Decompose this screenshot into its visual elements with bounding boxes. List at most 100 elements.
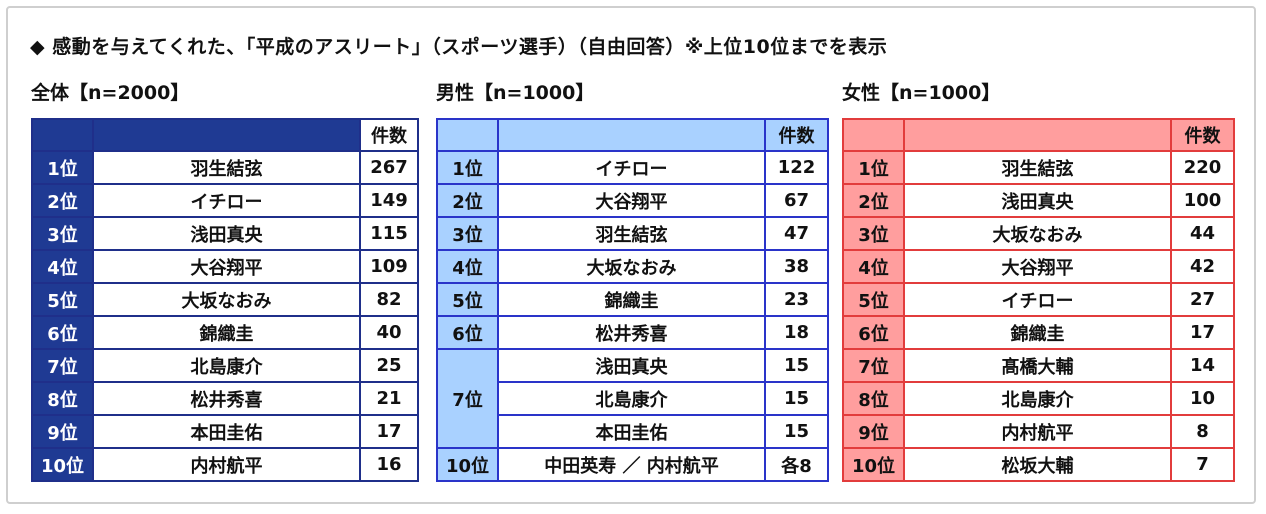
count-cell: 7 bbox=[1170, 447, 1235, 482]
count-cell: 15 bbox=[764, 381, 829, 416]
athlete-name-cell: 錦織圭 bbox=[497, 282, 766, 317]
table-row: 6位 松井秀喜 18 bbox=[436, 315, 829, 350]
rank-cell: 7位 bbox=[436, 348, 499, 449]
rank-cell: 6位 bbox=[842, 315, 905, 350]
table-row: 10位 内村航平 16 bbox=[31, 447, 419, 482]
rank-cell: 10位 bbox=[842, 447, 905, 482]
table-row: 7位 浅田真央 15 bbox=[436, 348, 829, 449]
table-row: 7位 髙橋大輔 14 bbox=[842, 348, 1235, 383]
rank-cell: 2位 bbox=[436, 183, 499, 218]
table-row: 3位 羽生結弦 47 bbox=[436, 216, 829, 251]
athlete-name-cell: 松坂大輔 bbox=[903, 447, 1172, 482]
table-row: 10位 中田英寿 ／ 内村航平 各8 bbox=[436, 447, 829, 482]
athlete-name-cell: 大谷翔平 bbox=[497, 183, 766, 218]
count-cell: 16 bbox=[359, 447, 419, 482]
rank-cell: 5位 bbox=[436, 282, 499, 317]
name-header-cell bbox=[92, 118, 361, 152]
athlete-name-cell: 錦織圭 bbox=[92, 315, 361, 350]
rank-cell: 3位 bbox=[842, 216, 905, 251]
count-cell: 38 bbox=[764, 249, 829, 284]
athlete-name-cell: 大坂なおみ bbox=[497, 249, 766, 284]
table-row: 9位 内村航平 8 bbox=[842, 414, 1235, 449]
athlete-name-cell: 大谷翔平 bbox=[92, 249, 361, 284]
count-cell: 17 bbox=[1170, 315, 1235, 350]
count-cell: 15 bbox=[764, 348, 829, 383]
count-cell: 25 bbox=[359, 348, 419, 383]
table-row: 1位 イチロー 122 bbox=[436, 150, 829, 185]
count-cell: 267 bbox=[359, 150, 419, 185]
rank-cell: 7位 bbox=[842, 348, 905, 383]
athlete-name-cell: 松井秀喜 bbox=[92, 381, 361, 416]
table-row: 7位 北島康介 25 bbox=[31, 348, 419, 383]
rank-cell: 1位 bbox=[436, 150, 499, 185]
count-cell: 100 bbox=[1170, 183, 1235, 218]
athlete-name-cell: イチロー bbox=[92, 183, 361, 218]
count-cell: 17 bbox=[359, 414, 419, 449]
table-row: 6位 錦織圭 40 bbox=[31, 315, 419, 350]
count-cell: 82 bbox=[359, 282, 419, 317]
rank-cell: 4位 bbox=[842, 249, 905, 284]
athlete-name-cell: 内村航平 bbox=[903, 414, 1172, 449]
table-row: 5位 大坂なおみ 82 bbox=[31, 282, 419, 317]
rank-cell: 8位 bbox=[842, 381, 905, 416]
name-header-cell bbox=[497, 118, 766, 152]
count-cell: 67 bbox=[764, 183, 829, 218]
table-row: 5位 イチロー 27 bbox=[842, 282, 1235, 317]
count-cell: 122 bbox=[764, 150, 829, 185]
page-title: ◆ 感動を与えてくれた、「平成のアスリート」（スポーツ選手）（自由回答）※上位1… bbox=[30, 36, 888, 58]
name-header-cell bbox=[903, 118, 1172, 152]
athlete-name-cell: 大坂なおみ bbox=[92, 282, 361, 317]
count-cell: 各8 bbox=[764, 447, 829, 482]
rank-cell: 6位 bbox=[31, 315, 94, 350]
female-ranking-table: 件数 1位 羽生結弦 220 2位 浅田真央 100 3位 大坂なおみ 44 4位 大谷翔平 4… bbox=[842, 118, 1235, 482]
athlete-name-cell: 内村航平 bbox=[92, 447, 361, 482]
total-ranking-table: 件数 1位 羽生結弦 267 2位 イチロー 149 3位 浅田真央 115 4位 大谷翔平 1… bbox=[31, 118, 419, 482]
table-row: 2位 浅田真央 100 bbox=[842, 183, 1235, 218]
rank-cell: 6位 bbox=[436, 315, 499, 350]
athlete-name-cell: 松井秀喜 bbox=[497, 315, 766, 350]
female-section-label: 女性【n=1000】 bbox=[842, 82, 1001, 104]
table-row: 6位 錦織圭 17 bbox=[842, 315, 1235, 350]
male-section-label: 男性【n=1000】 bbox=[436, 82, 595, 104]
rank-cell: 4位 bbox=[436, 249, 499, 284]
table-row: 3位 大坂なおみ 44 bbox=[842, 216, 1235, 251]
table-row: 1位 羽生結弦 220 bbox=[842, 150, 1235, 185]
rank-cell: 3位 bbox=[31, 216, 94, 251]
rank-cell: 5位 bbox=[31, 282, 94, 317]
count-cell: 115 bbox=[359, 216, 419, 251]
rank-cell: 3位 bbox=[436, 216, 499, 251]
rank-cell: 1位 bbox=[31, 150, 94, 185]
table-row: 北島康介 15 bbox=[437, 381, 829, 416]
rank-cell: 8位 bbox=[31, 381, 94, 416]
athlete-name-cell: 大谷翔平 bbox=[903, 249, 1172, 284]
table-row: 8位 北島康介 10 bbox=[842, 381, 1235, 416]
total-section-label: 全体【n=2000】 bbox=[31, 82, 190, 104]
athlete-name-cell: 浅田真央 bbox=[497, 348, 766, 383]
rank-cell: 4位 bbox=[31, 249, 94, 284]
athlete-name-cell: 本田圭佑 bbox=[92, 414, 361, 449]
athlete-name-cell: 羽生結弦 bbox=[92, 150, 361, 185]
rank-header-cell bbox=[842, 118, 905, 152]
rank-cell: 2位 bbox=[31, 183, 94, 218]
count-cell: 47 bbox=[764, 216, 829, 251]
rank-cell: 1位 bbox=[842, 150, 905, 185]
athlete-name-cell: イチロー bbox=[903, 282, 1172, 317]
count-cell: 15 bbox=[764, 414, 829, 449]
athlete-name-cell: 髙橋大輔 bbox=[903, 348, 1172, 383]
athlete-name-cell: 北島康介 bbox=[92, 348, 361, 383]
count-cell: 44 bbox=[1170, 216, 1235, 251]
count-header-cell: 件数 bbox=[764, 118, 829, 152]
count-cell: 42 bbox=[1170, 249, 1235, 284]
table-row: 8位 松井秀喜 21 bbox=[31, 381, 419, 416]
rank-cell: 5位 bbox=[842, 282, 905, 317]
count-cell: 40 bbox=[359, 315, 419, 350]
count-cell: 21 bbox=[359, 381, 419, 416]
table-row: 4位 大谷翔平 42 bbox=[842, 249, 1235, 284]
table-header-row: 件数 bbox=[436, 118, 829, 152]
athlete-name-cell: 錦織圭 bbox=[903, 315, 1172, 350]
athlete-name-cell: 大坂なおみ bbox=[903, 216, 1172, 251]
table-row: 2位 イチロー 149 bbox=[31, 183, 419, 218]
table-row: 2位 大谷翔平 67 bbox=[436, 183, 829, 218]
count-header-cell: 件数 bbox=[359, 118, 419, 152]
content-frame bbox=[6, 6, 1256, 504]
